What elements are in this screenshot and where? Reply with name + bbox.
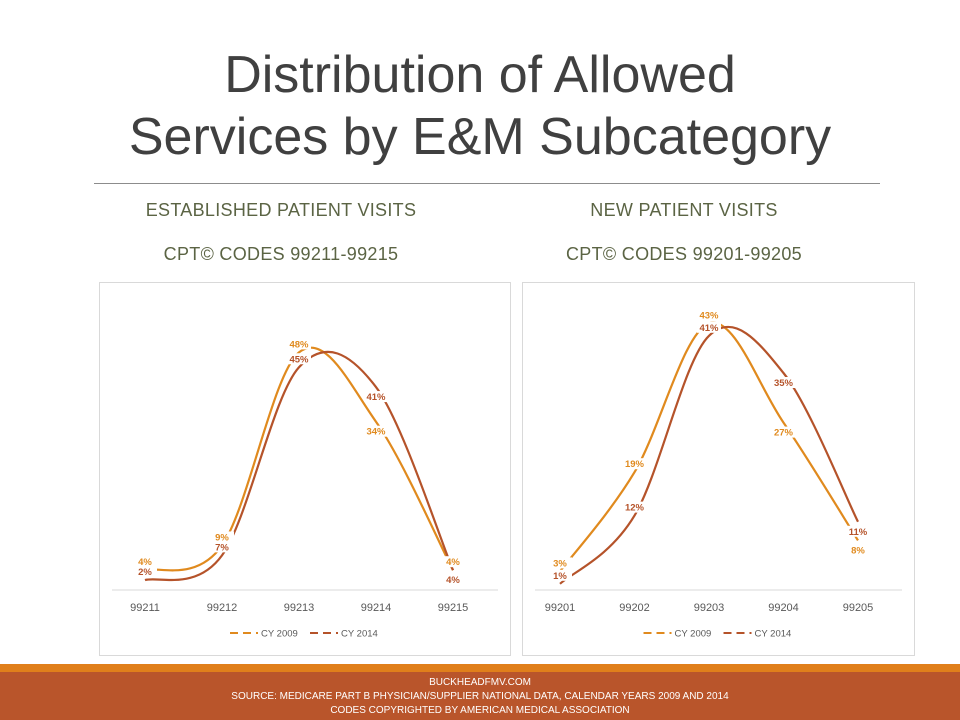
data-label: 41% [699,323,719,334]
legend-label: CY 2009 [675,629,712,640]
data-label-bg [133,566,157,578]
slide-title: Distribution of Allowed Services by E&M … [0,44,960,168]
data-label-bg [364,425,388,437]
data-label: 45% [289,354,309,365]
data-label-bg [287,353,311,365]
x-tick-label: 99215 [438,602,469,614]
established-chart: 99211 99212 99213 99214 99215 4% 9% 48% 34% 4% 2% 7… [99,282,511,656]
established-chart-svg: 99211 99212 99213 99214 992154%9%48%34%4%2%7… [112,338,498,640]
right-heading: NEW PATIENT VISITS [590,200,778,220]
title-divider [94,183,880,184]
data-label: 27% [774,428,794,439]
footer-website: BUCKHEADFMV.COM [429,677,531,688]
legend-label: CY 2014 [755,629,792,640]
x-tick-label: 99203 [694,602,725,614]
legend-label: CY 2009 [261,629,298,640]
left-heading: ESTABLISHED PATIENT VISITS [145,200,417,220]
series-line-cy2009 [559,321,859,573]
data-label: 12% [625,503,645,514]
data-label-bg [846,525,870,537]
x-tick-label: 99202 [619,602,650,614]
data-label-bg [548,557,572,569]
legend-label: CY 2014 [341,629,378,640]
data-label-bg [771,426,796,438]
title-line-2: Services by E&M Subcategory [128,108,832,166]
series-line-cy2009 [144,346,454,572]
data-label-bg [771,377,796,388]
data-label: 11% [849,527,868,538]
data-label-bg [697,309,721,321]
x-tick-label: 99212 [207,602,238,614]
data-label: 41% [366,392,386,403]
footer-accent-strip [0,664,960,672]
data-label-bg [364,391,388,403]
data-label-bg [287,338,311,350]
x-tick-label: 99204 [768,602,799,614]
x-tick-label: 99214 [361,602,392,614]
data-label: 19% [625,459,645,470]
series-line-cy2014 [559,325,859,585]
data-label-bg [210,531,234,543]
data-label-bg [622,501,647,513]
footer-source: SOURCE: MEDICARE PART B PHYSICIAN/SUPPLI… [231,691,729,702]
data-label: 4% [138,557,152,568]
data-label: 7% [215,542,229,553]
footer-copyright: CODES COPYRIGHTED BY AMERICAN MEDICAL AS… [330,705,630,716]
data-label-bg [697,321,721,333]
right-codes: CPT© CODES 99201-99205 [566,244,802,264]
data-label: 8% [851,545,865,556]
data-label: 3% [553,558,567,569]
data-label: 43% [699,310,719,321]
data-label-bg [441,574,465,586]
data-label: 4% [446,575,460,586]
data-label-bg [622,458,647,470]
x-tick-label: 99213 [284,602,315,614]
x-tick-label: 99201 [545,602,576,614]
x-tick-label: 99205 [843,602,874,614]
title-line-1: Distribution of Allowed [224,46,736,104]
data-label-bg [441,556,465,568]
series-line-cy2014 [144,350,455,582]
data-label: 34% [366,427,386,438]
new-patient-chart-svg: 99201 99202 99203 99204 99205 3% 19% 43% 27% 8% 1%… [535,309,902,640]
footer: BUCKHEADFMV.COM SOURCE: MEDICARE PART B … [0,672,960,720]
data-label-bg [548,569,572,581]
data-label: 48% [289,339,309,350]
data-label: 1% [553,571,567,582]
data-label-bg [210,541,234,553]
data-label: 2% [138,567,152,578]
data-label: 9% [215,532,229,543]
data-label-bg [133,556,157,568]
left-codes: CPT© CODES 99211-99215 [163,244,399,264]
data-label: 4% [446,557,460,568]
new-patient-chart: 99201 99202 99203 99204 99205 3% 19% 43% 27% 8% 1%… [522,282,915,656]
data-label: 35% [774,378,794,389]
data-label-bg [846,544,870,556]
x-tick-label: 99211 [130,602,160,614]
